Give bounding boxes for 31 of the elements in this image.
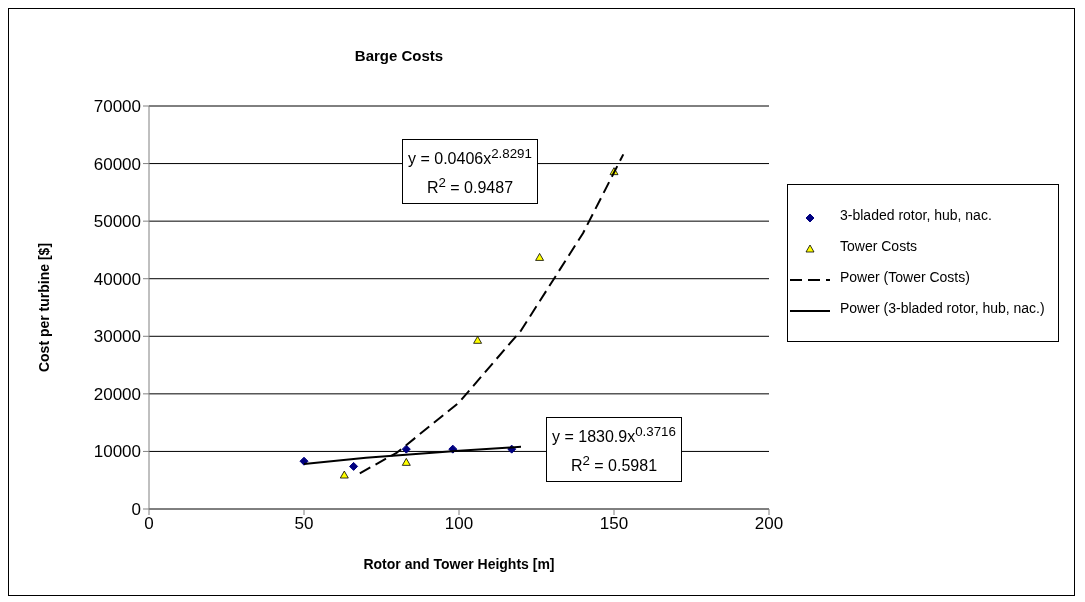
point (401, 444, 411, 454)
chart-title: Barge Costs (353, 47, 445, 64)
x-tick-label: 200 (754, 514, 784, 534)
legend-label: Power (Tower Costs) (840, 269, 970, 285)
legend-label: Tower Costs (840, 238, 918, 254)
point (535, 253, 544, 261)
x-tick-label: 50 (294, 514, 314, 534)
annotation: R$^{2}$ = 0.9487 (425, 174, 515, 199)
legend-label: 3-bladed rotor, hub, nac. (840, 207, 992, 223)
x-tick-label: 0 (144, 514, 154, 534)
annotation: y = 0.0406x$^{2.8291}$ (408, 145, 532, 170)
y-tick-label: 60000 (93, 154, 141, 174)
annotation: R$^{2}$ = 0.5981 (569, 452, 659, 477)
point (473, 335, 482, 344)
point (349, 461, 359, 471)
y-axis-title: Cost per turbine [$] (35, 242, 52, 373)
y-tick-label: 40000 (93, 269, 141, 289)
y-tick-label: 20000 (93, 384, 141, 404)
x-tick-label: 100 (444, 514, 474, 534)
point (401, 457, 411, 466)
y-tick-label: 30000 (93, 327, 141, 347)
legend-label: Power (3-bladed rotor, hub, nac.) (840, 300, 1045, 316)
y-tick-label: 10000 (93, 442, 141, 462)
y-tick-label: 0 (131, 500, 141, 520)
point (299, 456, 309, 466)
x-tick-label: 150 (599, 514, 629, 534)
point (339, 470, 349, 479)
x-axis-title: Rotor and Tower Heights [m] (363, 556, 555, 572)
annotation: y = 1830.9x$^{0.3716}$ (552, 423, 676, 448)
y-tick-label: 50000 (93, 212, 141, 232)
y-tick-label: 70000 (93, 97, 141, 117)
